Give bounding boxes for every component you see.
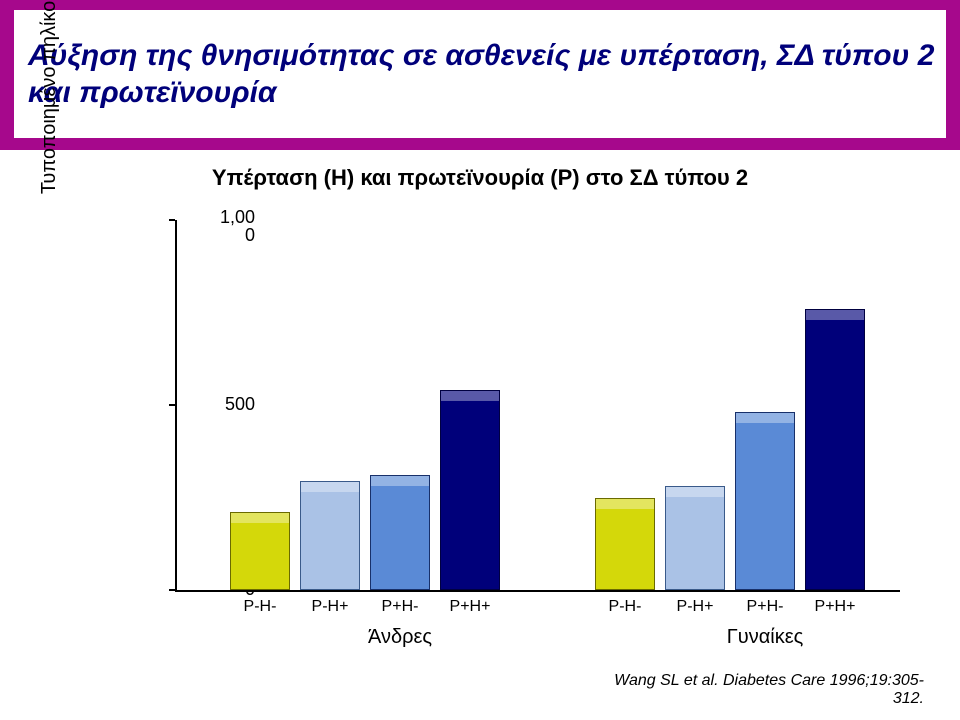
bar: [595, 498, 655, 591]
slide-title: Αύξηση της θνησιμότητας σε ασθενείς με υ…: [14, 37, 946, 112]
bar: [440, 390, 500, 590]
bar: [805, 309, 865, 590]
bar-chart: 05001,000P-H-P-H+P+H-P+H+ΆνδρεςP-H-P-H+P…: [90, 220, 900, 650]
bar: [300, 481, 360, 590]
group-label: Γυναίκες: [727, 626, 804, 649]
ytick-label: 500: [175, 394, 255, 415]
xtick-label: P+H-: [747, 598, 784, 616]
y-axis-label: Τυποποιημένο πηλίκο θνησιμότητας: [38, 0, 68, 235]
citation-line1: Wang SL et al. Diabetes Care 1996;19:305…: [614, 672, 924, 689]
xtick-label: P-H+: [312, 598, 349, 616]
slide-subtitle: Υπέρταση (H) και πρωτεϊνουρία (P) στο ΣΔ…: [0, 165, 960, 191]
title-box: Αύξηση της θνησιμότητας σε ασθενείς με υ…: [14, 10, 946, 138]
xtick-label: P+H-: [382, 598, 419, 616]
bar: [665, 486, 725, 590]
plot-area: 05001,000P-H-P-H+P+H-P+H+ΆνδρεςP-H-P-H+P…: [175, 220, 900, 590]
bar: [370, 475, 430, 590]
citation: Wang SL et al. Diabetes Care 1996;19:305…: [614, 672, 924, 708]
bar: [230, 512, 290, 590]
title-band: Αύξηση της θνησιμότητας σε ασθενείς με υ…: [0, 0, 960, 150]
bar: [735, 412, 795, 590]
ytick-label: 1,000: [175, 208, 255, 244]
xtick-label: P+H+: [815, 598, 856, 616]
xtick-label: P-H+: [677, 598, 714, 616]
xtick-label: P-H-: [609, 598, 642, 616]
xtick-label: P+H+: [450, 598, 491, 616]
citation-line2: 312.: [893, 690, 924, 707]
group-label: Άνδρες: [368, 626, 432, 649]
xtick-label: P-H-: [244, 598, 277, 616]
slide: Αύξηση της θνησιμότητας σε ασθενείς με υ…: [0, 0, 960, 720]
x-axis: [175, 590, 900, 592]
